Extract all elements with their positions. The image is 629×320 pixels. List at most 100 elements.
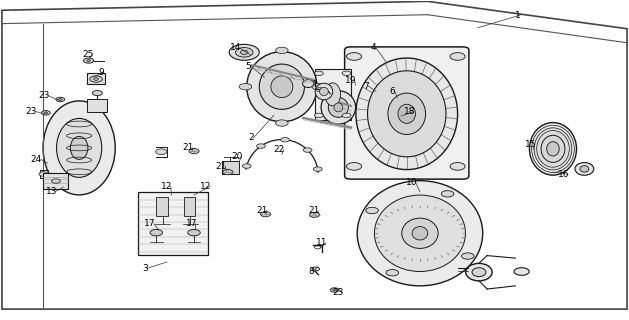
Ellipse shape [334,103,343,112]
Text: 19: 19 [345,76,356,85]
Circle shape [58,99,62,100]
Circle shape [366,207,379,214]
Circle shape [150,229,163,236]
Text: 16: 16 [558,170,569,179]
Circle shape [189,148,199,154]
Ellipse shape [530,123,577,175]
Circle shape [312,267,320,271]
Circle shape [242,164,251,168]
FancyBboxPatch shape [345,47,469,179]
Circle shape [52,179,60,183]
Circle shape [42,111,50,115]
Circle shape [347,163,362,170]
Ellipse shape [315,83,333,100]
Text: 4: 4 [371,43,377,52]
Bar [138,193,208,255]
Circle shape [84,58,94,63]
Ellipse shape [367,71,446,157]
Ellipse shape [357,181,482,286]
Ellipse shape [374,195,465,271]
Circle shape [87,60,91,61]
Text: 13: 13 [46,187,57,196]
Ellipse shape [575,163,594,175]
Circle shape [314,71,323,76]
Ellipse shape [398,104,416,123]
Text: 21: 21 [257,206,268,215]
Ellipse shape [412,227,428,240]
Text: 21: 21 [308,206,320,215]
Circle shape [90,76,103,82]
Circle shape [347,52,362,60]
Ellipse shape [320,87,328,96]
Circle shape [281,138,289,142]
Ellipse shape [465,263,492,281]
Ellipse shape [472,268,486,276]
Circle shape [257,144,265,148]
Circle shape [313,167,322,171]
Text: 17: 17 [186,219,198,228]
Circle shape [314,113,323,118]
Ellipse shape [229,44,259,60]
Ellipse shape [356,58,457,170]
Circle shape [94,78,99,80]
Ellipse shape [240,50,248,54]
Ellipse shape [388,93,426,134]
Ellipse shape [325,83,340,106]
Text: 12: 12 [200,182,211,191]
Text: 3: 3 [142,264,148,273]
Polygon shape [2,1,627,309]
Text: 23: 23 [332,288,343,297]
Text: 21: 21 [215,162,226,171]
Circle shape [260,212,270,217]
Text: 2: 2 [248,133,254,142]
Text: 17: 17 [144,219,155,228]
Text: 22: 22 [274,145,285,154]
Text: 15: 15 [525,140,537,148]
Text: 7: 7 [364,82,369,91]
Circle shape [187,229,200,236]
Circle shape [333,289,337,291]
Text: 14: 14 [230,43,241,52]
Text: 5: 5 [245,61,251,70]
Bar [184,197,195,216]
Text: 8: 8 [308,267,314,276]
Ellipse shape [70,136,88,159]
Ellipse shape [247,52,317,122]
Text: 23: 23 [38,91,50,100]
Text: 6: 6 [390,87,396,96]
Ellipse shape [328,98,348,117]
Ellipse shape [321,91,355,124]
Ellipse shape [541,135,565,162]
Circle shape [239,84,252,90]
Circle shape [39,172,48,176]
Ellipse shape [534,128,572,170]
Ellipse shape [43,101,115,195]
Circle shape [442,191,454,197]
Circle shape [342,113,351,118]
Text: 21: 21 [182,143,194,152]
Circle shape [276,47,288,53]
Text: 9: 9 [98,68,104,77]
Circle shape [44,112,48,114]
Circle shape [309,212,320,217]
Circle shape [462,253,474,259]
Text: 23: 23 [26,107,37,116]
Circle shape [330,288,339,292]
Bar [314,69,351,120]
Circle shape [56,97,65,102]
Circle shape [156,149,167,155]
Ellipse shape [259,64,304,109]
Text: 18: 18 [404,107,415,116]
Text: 11: 11 [316,238,327,247]
Bar [221,161,239,174]
Circle shape [450,163,465,170]
Circle shape [386,269,399,276]
Circle shape [450,52,465,60]
Ellipse shape [57,118,102,177]
Circle shape [342,71,351,76]
Circle shape [223,170,233,175]
Ellipse shape [547,142,559,156]
Bar [157,197,168,216]
Text: 1: 1 [515,11,521,20]
Circle shape [514,268,529,275]
